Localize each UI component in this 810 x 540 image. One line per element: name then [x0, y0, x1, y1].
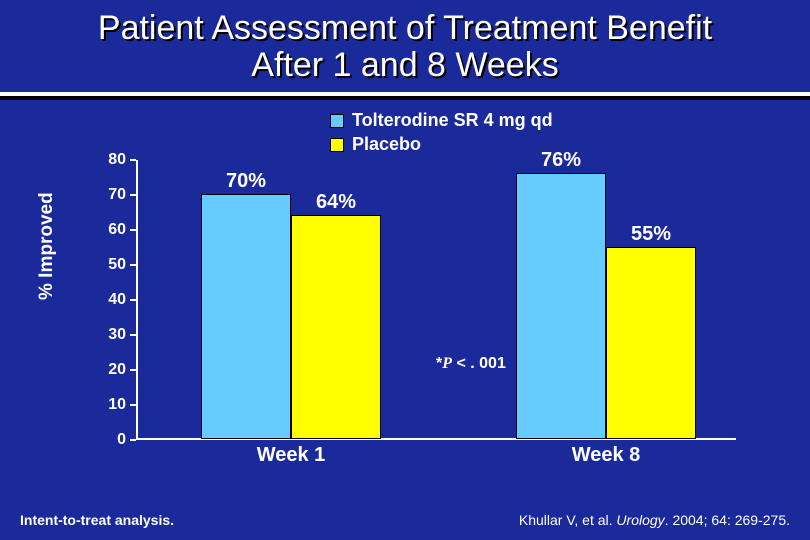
y-tick — [130, 194, 136, 196]
y-tick — [130, 264, 136, 266]
plot-area: *P < . 001 0102030405060708070%64%Week 1… — [136, 160, 736, 440]
bar — [201, 194, 291, 439]
y-tick-label: 30 — [108, 326, 126, 344]
bar — [291, 215, 381, 439]
legend-label-placebo: Placebo — [352, 134, 421, 155]
footer-left: Intent-to-treat analysis. — [20, 512, 174, 528]
footer-citation: . 2004; 64: 269-275. — [665, 512, 790, 528]
y-tick — [130, 404, 136, 406]
bar-chart: % Improved *P < . 001 010203040506070807… — [96, 160, 746, 470]
bar-value-label: 64% — [316, 191, 356, 214]
title-separator-black — [0, 96, 810, 100]
p-value-annotation: *P < . 001 — [436, 355, 506, 373]
y-axis — [136, 160, 138, 440]
title-line-1: Patient Assessment of Treatment Benefit — [98, 9, 712, 47]
chart-legend: Tolterodine SR 4 mg qd Placebo — [330, 110, 553, 158]
legend-item-tolterodine: Tolterodine SR 4 mg qd — [330, 110, 553, 131]
bar-value-label: 76% — [541, 149, 581, 172]
footer-author: Khullar V, et al. — [519, 512, 617, 528]
y-tick — [130, 369, 136, 371]
y-tick-label: 10 — [108, 396, 126, 414]
y-tick-label: 70 — [108, 186, 126, 204]
y-axis-label: % Improved — [36, 192, 58, 300]
bar-value-label: 55% — [631, 223, 671, 246]
title-line-2: After 1 and 8 Weeks — [251, 46, 558, 84]
legend-swatch-tolterodine — [330, 114, 344, 128]
y-tick-label: 50 — [108, 256, 126, 274]
y-tick — [130, 159, 136, 161]
legend-item-placebo: Placebo — [330, 134, 553, 155]
y-tick — [130, 334, 136, 336]
y-tick — [130, 229, 136, 231]
legend-label-tolterodine: Tolterodine SR 4 mg qd — [352, 110, 553, 131]
y-tick — [130, 439, 136, 441]
legend-swatch-placebo — [330, 138, 344, 152]
category-label: Week 1 — [257, 444, 326, 467]
y-tick-label: 20 — [108, 361, 126, 379]
y-tick-label: 40 — [108, 291, 126, 309]
footer-journal: Urology — [616, 512, 664, 528]
y-tick-label: 0 — [117, 431, 126, 449]
footer-right: Khullar V, et al. Urology. 2004; 64: 269… — [519, 512, 790, 528]
bar-value-label: 70% — [226, 170, 266, 193]
category-label: Week 8 — [572, 444, 641, 467]
y-tick-label: 80 — [108, 151, 126, 169]
y-tick-label: 60 — [108, 221, 126, 239]
slide-title: Patient Assessment of Treatment Benefit … — [0, 10, 810, 85]
y-tick — [130, 299, 136, 301]
bar — [516, 173, 606, 439]
bar — [606, 247, 696, 440]
